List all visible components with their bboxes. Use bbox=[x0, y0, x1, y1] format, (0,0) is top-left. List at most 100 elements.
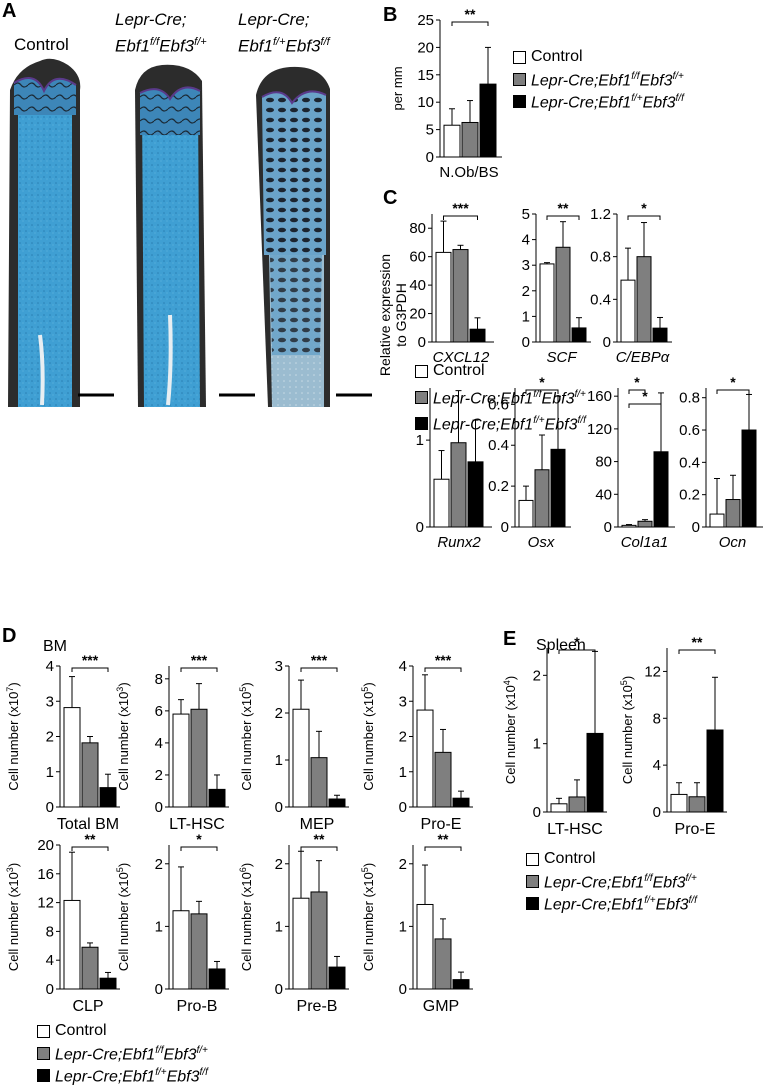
y-axis-label: Cell number (x105) bbox=[360, 863, 376, 971]
legend-swatch-g2 bbox=[526, 896, 539, 910]
y-tick-label: 0 bbox=[275, 799, 283, 816]
chart-c-runx2: 0 1 Runx2 bbox=[416, 388, 492, 551]
legend-swatch-control bbox=[37, 1024, 50, 1038]
bar-g2 bbox=[571, 327, 587, 343]
y-tick-label: 3 bbox=[46, 693, 54, 710]
x-axis-label: Total BM bbox=[57, 816, 119, 833]
y-tick-label: 2 bbox=[46, 729, 54, 746]
y-tick-label: 1 bbox=[155, 918, 163, 935]
y-tick-label: 0 bbox=[692, 519, 700, 536]
x-axis-label: Pro-E bbox=[675, 821, 716, 838]
chart-c-col1a1: 0 40 80 120 160 ** Col1a1 bbox=[587, 374, 675, 551]
sig-stars: *** bbox=[191, 652, 208, 668]
bar-g2 bbox=[741, 429, 757, 528]
bar-control bbox=[621, 524, 637, 528]
y-tick-label: 4 bbox=[155, 735, 163, 752]
y-tick-label: 5 bbox=[522, 206, 530, 223]
chart-d-proe: 0 1 2 3 4 *** Pro-E Cell number (x105) bbox=[360, 652, 473, 833]
y-tick-label: 0 bbox=[399, 799, 407, 816]
chart-b: 0 5 10 15 20 25 ** N.Ob/BS per mm bbox=[390, 6, 502, 181]
bar-g2 bbox=[469, 328, 486, 343]
legend-b-g1-label: Lepr-Cre;Ebf1f/fEbf3f/+ bbox=[531, 70, 684, 90]
bar-g2 bbox=[208, 968, 226, 990]
sig-stars: *** bbox=[82, 652, 99, 668]
sig-bracket bbox=[525, 389, 559, 394]
x-axis-label: SCF bbox=[547, 349, 578, 366]
bar-control bbox=[292, 897, 310, 990]
bone-label-g1-line1: Lepr-Cre; bbox=[115, 10, 187, 29]
y-tick-label: 3 bbox=[275, 658, 283, 675]
y-tick-label: 160 bbox=[587, 388, 612, 405]
x-axis-label: Runx2 bbox=[437, 534, 481, 551]
y-tick-label: 2 bbox=[399, 729, 407, 746]
y-tick-label: 8 bbox=[155, 671, 163, 688]
bar-g1 bbox=[688, 796, 706, 813]
y-tick-label: 0.4 bbox=[488, 437, 509, 454]
sig-stars: ** bbox=[314, 831, 325, 847]
x-axis-label: Ocn bbox=[719, 534, 747, 551]
y-tick-label: 1 bbox=[399, 764, 407, 781]
chart-c-cxcl12: 0 20 40 60 80 *** CXCL12 bbox=[409, 200, 494, 366]
y-tick-label: 2 bbox=[399, 856, 407, 873]
legend-d-g1: Lepr-Cre;Ebf1f/fEbf3f/+ bbox=[37, 1042, 208, 1064]
sig-stars: * bbox=[641, 200, 647, 216]
sig-bracket bbox=[558, 649, 596, 654]
y-axis-label: Cell number (x105) bbox=[238, 682, 254, 790]
bar-g1 bbox=[190, 708, 208, 808]
bone-control bbox=[8, 58, 81, 407]
chart-d-mep: 0 1 2 3 *** MEP Cell number (x105) bbox=[238, 652, 349, 833]
y-tick-label: 120 bbox=[587, 421, 612, 438]
legend-d-control-label: Control bbox=[55, 1022, 107, 1039]
legend-d-g1-label: Lepr-Cre;Ebf1f/fEbf3f/+ bbox=[55, 1044, 208, 1064]
bar-g2 bbox=[328, 798, 346, 808]
y-tick-label: 0 bbox=[275, 981, 283, 998]
legend-swatch-g1 bbox=[415, 390, 428, 404]
bone-g1 bbox=[135, 64, 206, 408]
bar-control bbox=[709, 513, 725, 528]
y-tick-label: 20 bbox=[37, 837, 54, 854]
panel-letter-c: C bbox=[383, 187, 398, 209]
x-axis-label: LT-HSC bbox=[547, 821, 603, 838]
bar-control bbox=[670, 793, 688, 813]
x-axis-label: CXCL12 bbox=[433, 349, 490, 366]
x-axis-label: Col1a1 bbox=[621, 534, 669, 551]
bar-control bbox=[550, 803, 568, 813]
sig-bracket bbox=[300, 667, 338, 672]
sig-stars: * bbox=[642, 388, 648, 404]
y-tick-label: 80 bbox=[409, 220, 426, 237]
legend-swatch-g1 bbox=[37, 1046, 50, 1060]
bone-g2 bbox=[256, 66, 330, 407]
bar-g1 bbox=[434, 938, 452, 990]
y-tick-label: 0 bbox=[155, 981, 163, 998]
y-tick-label: 0 bbox=[399, 981, 407, 998]
panel-c-ylabel-line2: to G3PDH bbox=[393, 283, 409, 347]
panel-letter-d: D bbox=[2, 625, 17, 647]
y-tick-label: 0 bbox=[418, 334, 426, 351]
y-axis-label: Cell number (x104) bbox=[502, 676, 518, 784]
bar-g1 bbox=[534, 469, 550, 528]
y-axis-label: Cell number (x103) bbox=[115, 682, 131, 790]
legend-e-g2-label: Lepr-Cre;Ebf1f/+Ebf3f/f bbox=[544, 894, 697, 914]
bar-g2 bbox=[706, 729, 724, 813]
sig-bracket bbox=[628, 403, 662, 408]
bar-g2 bbox=[652, 327, 668, 343]
y-tick-label: 20 bbox=[409, 306, 426, 323]
x-axis-label: Pro-E bbox=[421, 816, 462, 833]
y-tick-label: 12 bbox=[644, 663, 661, 680]
bar-control bbox=[172, 910, 190, 990]
y-tick-label: 8 bbox=[46, 923, 54, 940]
legend-swatch-control bbox=[526, 852, 539, 866]
y-tick-label: 0.4 bbox=[679, 454, 700, 471]
sig-bracket bbox=[71, 667, 109, 672]
sig-stars: * bbox=[730, 374, 736, 390]
bone-label-g1: Lepr-Cre; Ebf1f/fEbf3f/+ bbox=[115, 9, 207, 58]
y-tick-label: 0 bbox=[46, 981, 54, 998]
bar-g1 bbox=[637, 520, 653, 528]
x-axis-label: CLP bbox=[72, 998, 103, 1015]
y-tick-label: 12 bbox=[37, 895, 54, 912]
y-tick-label: 2 bbox=[155, 856, 163, 873]
legend-e-control-label: Control bbox=[544, 850, 596, 867]
x-axis-label: LT-HSC bbox=[169, 816, 225, 833]
y-tick-label: 1 bbox=[522, 308, 530, 325]
